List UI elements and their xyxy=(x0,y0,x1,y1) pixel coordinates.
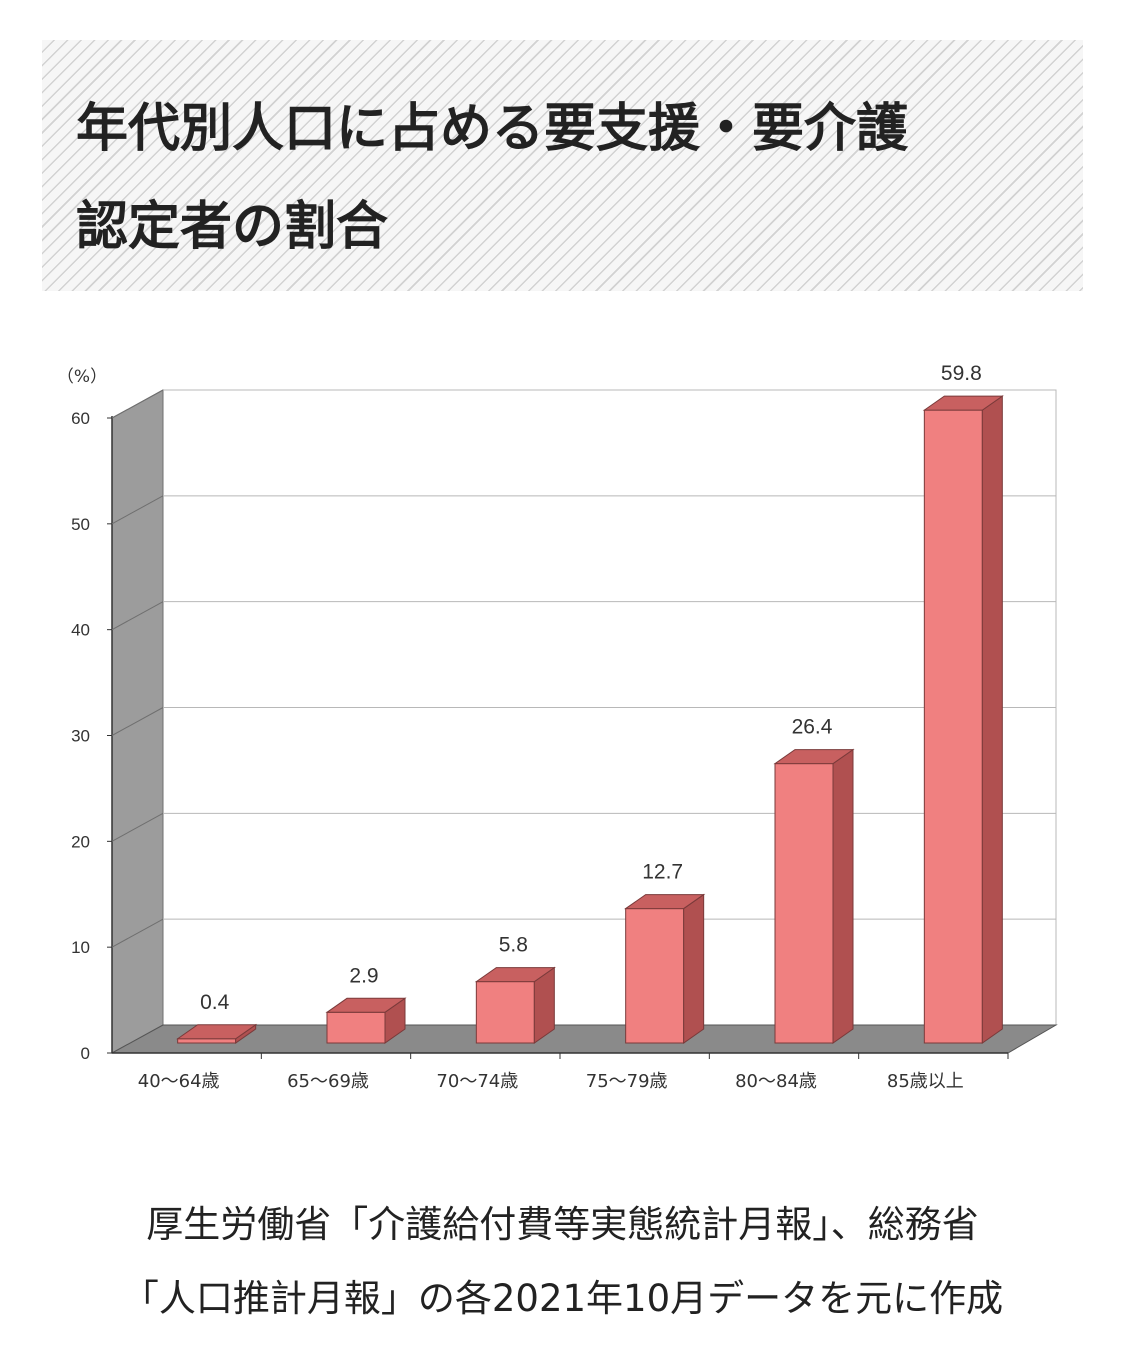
bar-side xyxy=(832,748,854,1044)
x-tick-label: 40～64歳 xyxy=(138,1071,220,1092)
source-note-line-1: 厚生労働省「介護給付費等実態統計月報」、総務省 xyxy=(146,1203,979,1246)
bar-top xyxy=(325,997,407,1013)
y-tick-label: 10 xyxy=(71,938,90,957)
bar-side xyxy=(683,893,705,1044)
bar xyxy=(774,763,834,1044)
chart-title-line-1: 年代別人口に占める要支援・要介護 xyxy=(76,99,909,159)
data-label: 59.8 xyxy=(941,362,982,385)
gridline-side xyxy=(111,389,164,419)
bar-top xyxy=(176,1024,258,1040)
data-label: 2.9 xyxy=(349,964,378,987)
bar-top xyxy=(773,749,855,765)
chart-title-line-2: 認定者の割合 xyxy=(76,197,389,257)
x-tick-label: 70～74歳 xyxy=(436,1071,518,1092)
data-label: 12.7 xyxy=(642,861,683,884)
gridline-side xyxy=(111,601,164,631)
data-label: 26.4 xyxy=(792,716,833,739)
y-tick-label: 50 xyxy=(71,515,90,534)
y-tick-label: 60 xyxy=(71,409,90,428)
bar xyxy=(625,908,685,1044)
y-tick-label: 20 xyxy=(71,832,90,851)
x-tick-label: 65～69歳 xyxy=(287,1071,369,1092)
gridline-side xyxy=(111,707,164,736)
bar-top xyxy=(474,967,556,983)
bar xyxy=(923,409,983,1044)
bar-chart: 0 10 20 30 40 50 60 （%） 0.4 40～64歳 2.9 65～69歳 5.8 70～… xyxy=(57,362,1058,1092)
data-label: 0.4 xyxy=(200,991,230,1014)
y-tick-label: 30 xyxy=(71,727,90,746)
bar xyxy=(177,1038,237,1044)
title-banner: 年代別人口に占める要支援・要介護 認定者の割合 xyxy=(42,40,1083,291)
bar xyxy=(475,981,535,1044)
gridline-side xyxy=(111,812,164,842)
bar-side xyxy=(981,395,1003,1044)
x-tick-label: 85歳以上 xyxy=(887,1071,964,1092)
bar-top xyxy=(922,395,1004,411)
x-tick-label: 75～79歳 xyxy=(586,1071,668,1092)
bar xyxy=(326,1011,386,1044)
y-axis-unit-label: （%） xyxy=(57,367,107,387)
data-label: 5.8 xyxy=(499,934,528,957)
gridline-side xyxy=(111,495,164,525)
bar-top xyxy=(624,894,706,910)
y-tick-label: 0 xyxy=(81,1044,90,1063)
x-tick-label: 80～84歳 xyxy=(735,1071,817,1092)
gridline-side xyxy=(111,918,164,948)
source-note-line-2: 「人口推計月報」の各2021年10月データを元に作成 xyxy=(121,1277,1004,1320)
y-tick-label: 40 xyxy=(71,621,90,640)
